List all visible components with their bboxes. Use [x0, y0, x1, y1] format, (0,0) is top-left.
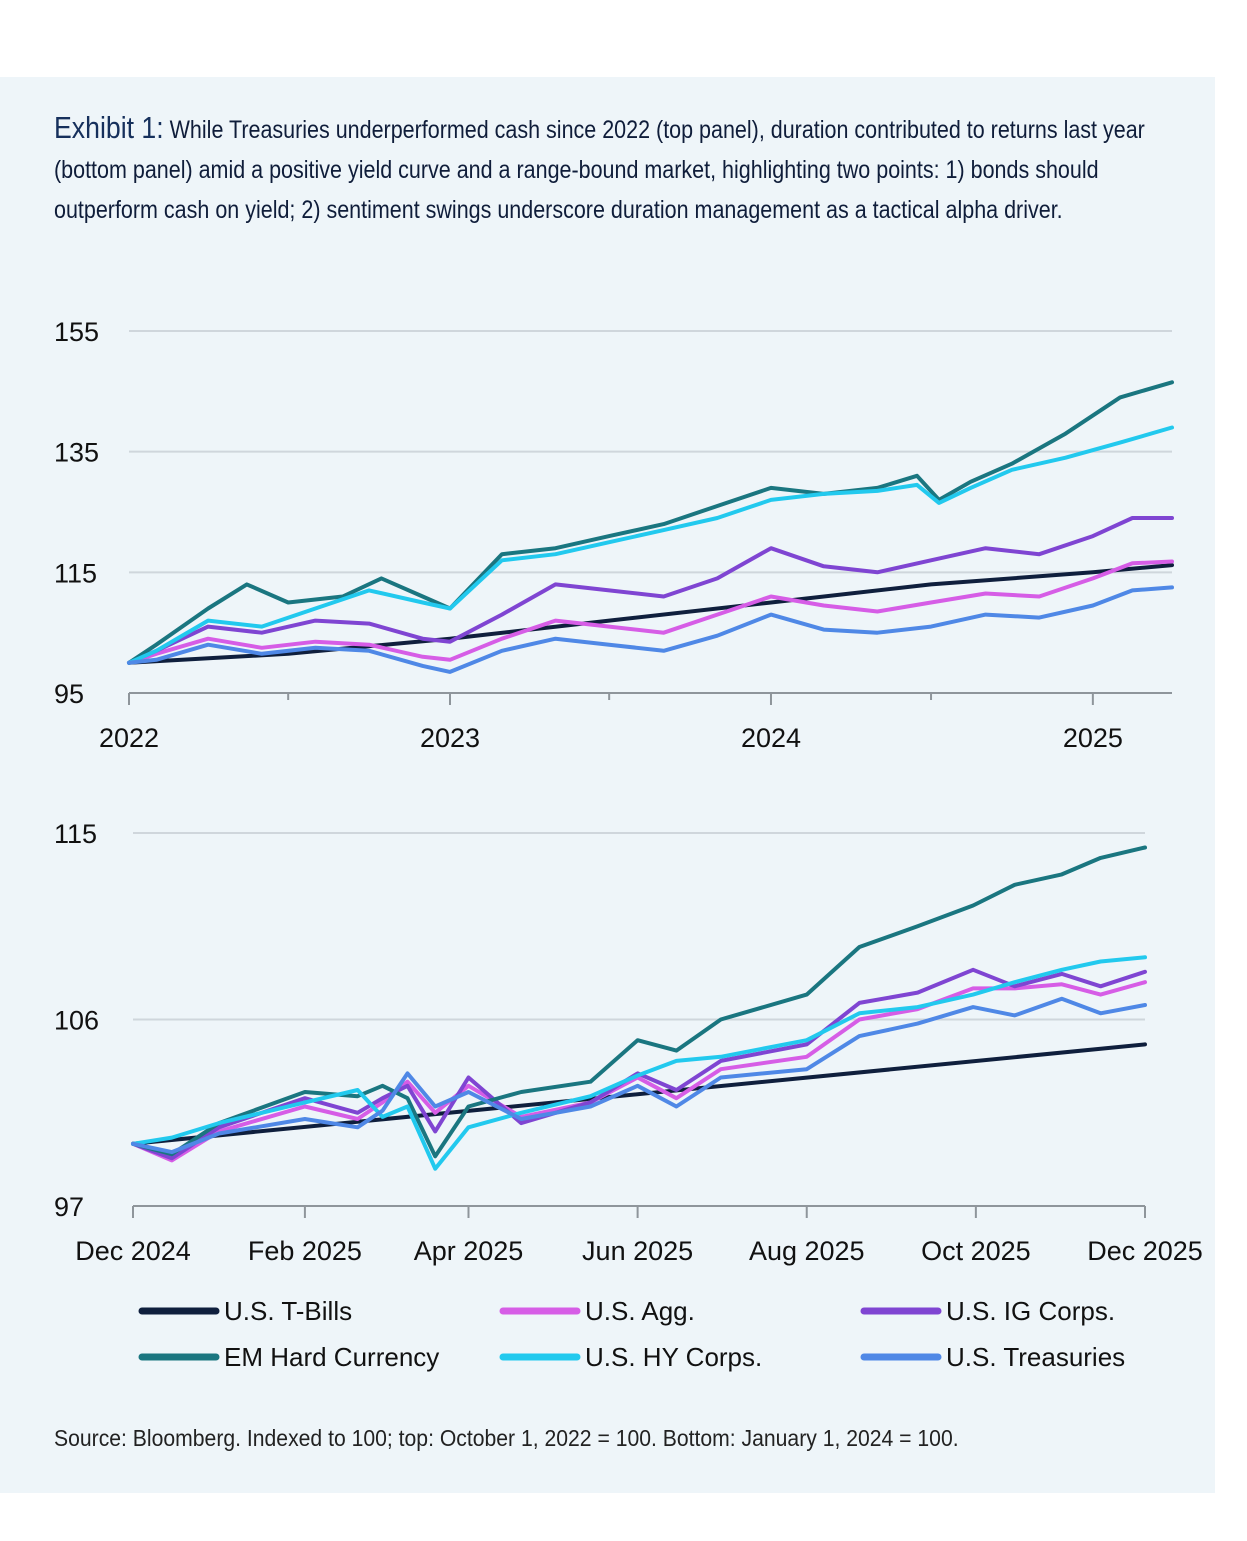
top-x-tick-label: 2023 [420, 723, 480, 753]
bottom-x-tick-label: Jun 2025 [582, 1236, 693, 1266]
top-panel-chart: 95 115 135 155 2022 2023 2024 2025 [54, 317, 1174, 753]
bottom-series-u-s-treasuries [131, 996, 1147, 1155]
exhibit-headline: Exhibit 1: While Treasuries underperform… [54, 108, 1163, 230]
bottom-series-u-s-t-bills [131, 1042, 1147, 1146]
legend-label: U.S. HY Corps. [585, 1342, 762, 1372]
top-x-tick-label: 2025 [1063, 723, 1123, 753]
bottom-x-tick-label: Dec 2024 [75, 1236, 191, 1266]
bottom-panel-chart: 97 106 115 Dec 2024 Feb 2025 Apr 2025 Jun 2025… [54, 819, 1203, 1266]
source-note: Source: Bloomberg. Indexed to 100; top: … [54, 1425, 959, 1451]
legend-label: U.S. Agg. [585, 1296, 695, 1326]
bottom-series-em-hard-currency [131, 845, 1147, 1159]
bottom-y-tick-label: 106 [54, 1006, 99, 1036]
top-series-u-s-treasuries [127, 585, 1174, 674]
exhibit-label: Exhibit 1: [54, 110, 164, 145]
bottom-y-tick-label: 97 [54, 1192, 84, 1222]
legend-label: U.S. Treasuries [946, 1342, 1125, 1372]
chart-legend: U.S. T-Bills U.S. Agg. U.S. IG Corps. EM Ha… [138, 1296, 1125, 1372]
top-y-tick-label: 135 [54, 438, 99, 468]
bottom-x-tick-label: Dec 2025 [1087, 1236, 1203, 1266]
top-series-u-s-hy-corps [127, 425, 1174, 665]
bottom-x-tick-label: Aug 2025 [749, 1236, 865, 1266]
top-y-tick-label: 155 [54, 317, 99, 347]
bottom-y-tick-label: 115 [54, 819, 97, 849]
bottom-x-tick-label: Apr 2025 [414, 1236, 524, 1266]
bottom-series-u-s-hy-corps [131, 955, 1147, 1171]
top-series-u-s-agg [127, 559, 1174, 665]
top-series-u-s-t-bills [127, 563, 1174, 665]
top-x-tick-label: 2024 [741, 723, 801, 753]
legend-label: U.S. IG Corps. [946, 1296, 1115, 1326]
top-x-tick-label: 2022 [99, 723, 159, 753]
bottom-x-tick-label: Feb 2025 [248, 1236, 362, 1266]
top-series-u-s-ig-corps [127, 516, 1174, 665]
top-series-em-hard-currency [127, 380, 1174, 665]
top-y-tick-label: 115 [54, 558, 97, 588]
bottom-x-tick-label: Oct 2025 [921, 1236, 1031, 1266]
legend-label: U.S. T-Bills [224, 1296, 352, 1326]
exhibit-panel [0, 77, 1215, 1493]
bottom-series-u-s-agg [131, 980, 1147, 1163]
top-y-tick-label: 95 [54, 679, 84, 709]
legend-label: EM Hard Currency [224, 1342, 439, 1372]
exhibit-title: While Treasuries underperformed cash sin… [54, 116, 1145, 224]
